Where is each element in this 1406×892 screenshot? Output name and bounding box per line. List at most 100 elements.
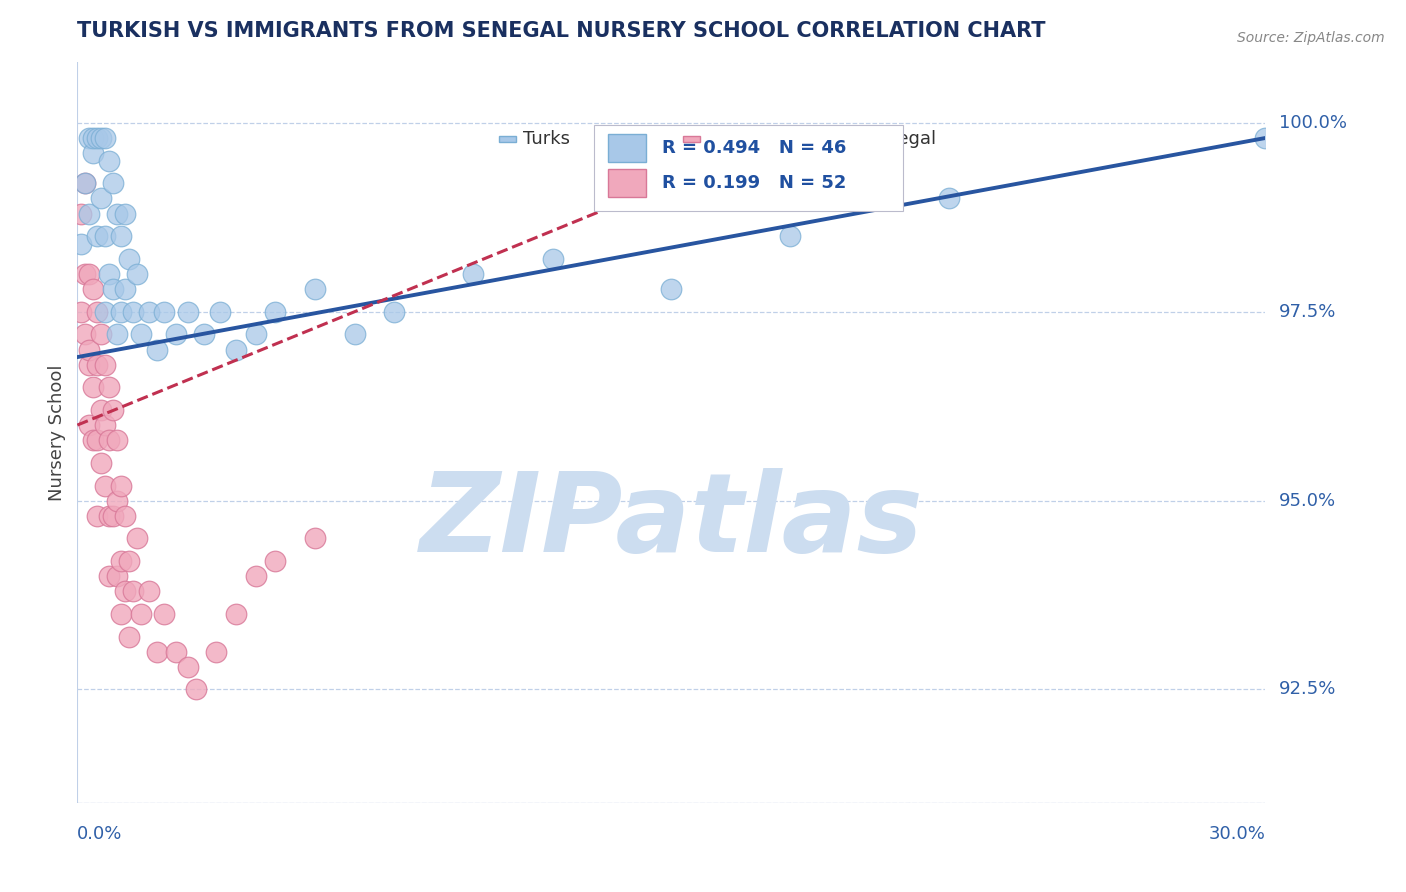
Point <box>105 493 128 508</box>
Point <box>86 433 108 447</box>
Point <box>779 229 801 244</box>
Point <box>110 607 132 621</box>
Point <box>77 343 100 357</box>
Point <box>82 433 104 447</box>
Point <box>105 569 128 583</box>
Point <box>77 358 100 372</box>
Point <box>82 131 104 145</box>
Point <box>125 267 148 281</box>
Point <box>245 327 267 342</box>
Point <box>129 607 152 621</box>
Point <box>98 508 121 523</box>
Point <box>153 304 176 318</box>
Point <box>105 327 128 342</box>
Point <box>208 304 231 318</box>
Point <box>77 131 100 145</box>
FancyBboxPatch shape <box>595 126 903 211</box>
Point <box>86 358 108 372</box>
Point <box>101 403 124 417</box>
FancyBboxPatch shape <box>609 134 647 161</box>
Point <box>105 206 128 220</box>
Text: R = 0.199   N = 52: R = 0.199 N = 52 <box>662 174 846 192</box>
Point <box>94 478 117 492</box>
Point <box>98 569 121 583</box>
Point <box>75 177 97 191</box>
Text: Turks: Turks <box>523 130 569 148</box>
Text: 95.0%: 95.0% <box>1279 491 1337 509</box>
Point <box>304 532 326 546</box>
Text: TURKISH VS IMMIGRANTS FROM SENEGAL NURSERY SCHOOL CORRELATION CHART: TURKISH VS IMMIGRANTS FROM SENEGAL NURSE… <box>77 21 1046 41</box>
Point <box>165 327 187 342</box>
Point <box>86 131 108 145</box>
Point <box>98 267 121 281</box>
Point <box>661 282 683 296</box>
Point <box>177 304 200 318</box>
Point <box>114 508 136 523</box>
Point <box>121 584 143 599</box>
Point <box>114 206 136 220</box>
Point <box>177 660 200 674</box>
Point <box>304 282 326 296</box>
Point <box>101 177 124 191</box>
FancyBboxPatch shape <box>499 136 516 143</box>
Point <box>343 327 366 342</box>
Point <box>225 607 247 621</box>
Text: 0.0%: 0.0% <box>77 825 122 844</box>
Text: 30.0%: 30.0% <box>1209 825 1265 844</box>
Point <box>82 282 104 296</box>
Y-axis label: Nursery School: Nursery School <box>48 364 66 501</box>
Point <box>110 229 132 244</box>
Point <box>86 229 108 244</box>
Point <box>225 343 247 357</box>
Point <box>70 304 93 318</box>
Point <box>75 267 97 281</box>
Point <box>86 508 108 523</box>
Point <box>98 433 121 447</box>
Text: 100.0%: 100.0% <box>1279 114 1347 132</box>
Point <box>245 569 267 583</box>
Point <box>90 191 112 205</box>
Point <box>77 206 100 220</box>
Point <box>114 584 136 599</box>
Point <box>118 554 141 568</box>
Point <box>138 304 160 318</box>
Point <box>105 433 128 447</box>
Point <box>129 327 152 342</box>
Point <box>110 304 132 318</box>
Point <box>153 607 176 621</box>
Point <box>77 267 100 281</box>
Point <box>121 304 143 318</box>
Point <box>75 177 97 191</box>
Point <box>90 456 112 470</box>
Point <box>101 282 124 296</box>
Point <box>94 418 117 433</box>
Point <box>118 252 141 266</box>
Point <box>125 532 148 546</box>
Point <box>101 508 124 523</box>
Text: ZIPatlas: ZIPatlas <box>419 468 924 575</box>
Point <box>186 682 208 697</box>
Point <box>94 358 117 372</box>
Point <box>90 403 112 417</box>
Point <box>114 282 136 296</box>
Point <box>118 630 141 644</box>
Text: 97.5%: 97.5% <box>1279 302 1337 321</box>
Point <box>82 380 104 394</box>
Point <box>193 327 215 342</box>
Point <box>205 645 228 659</box>
Point <box>70 236 93 251</box>
Point <box>541 252 564 266</box>
Point <box>94 304 117 318</box>
Point <box>138 584 160 599</box>
Point <box>264 304 287 318</box>
Point <box>938 191 960 205</box>
Point <box>98 153 121 168</box>
Text: Source: ZipAtlas.com: Source: ZipAtlas.com <box>1237 31 1385 45</box>
Point <box>94 229 117 244</box>
Point <box>165 645 187 659</box>
Point <box>382 304 405 318</box>
Point <box>90 131 112 145</box>
Point <box>82 146 104 161</box>
Point <box>98 380 121 394</box>
Point <box>145 645 167 659</box>
